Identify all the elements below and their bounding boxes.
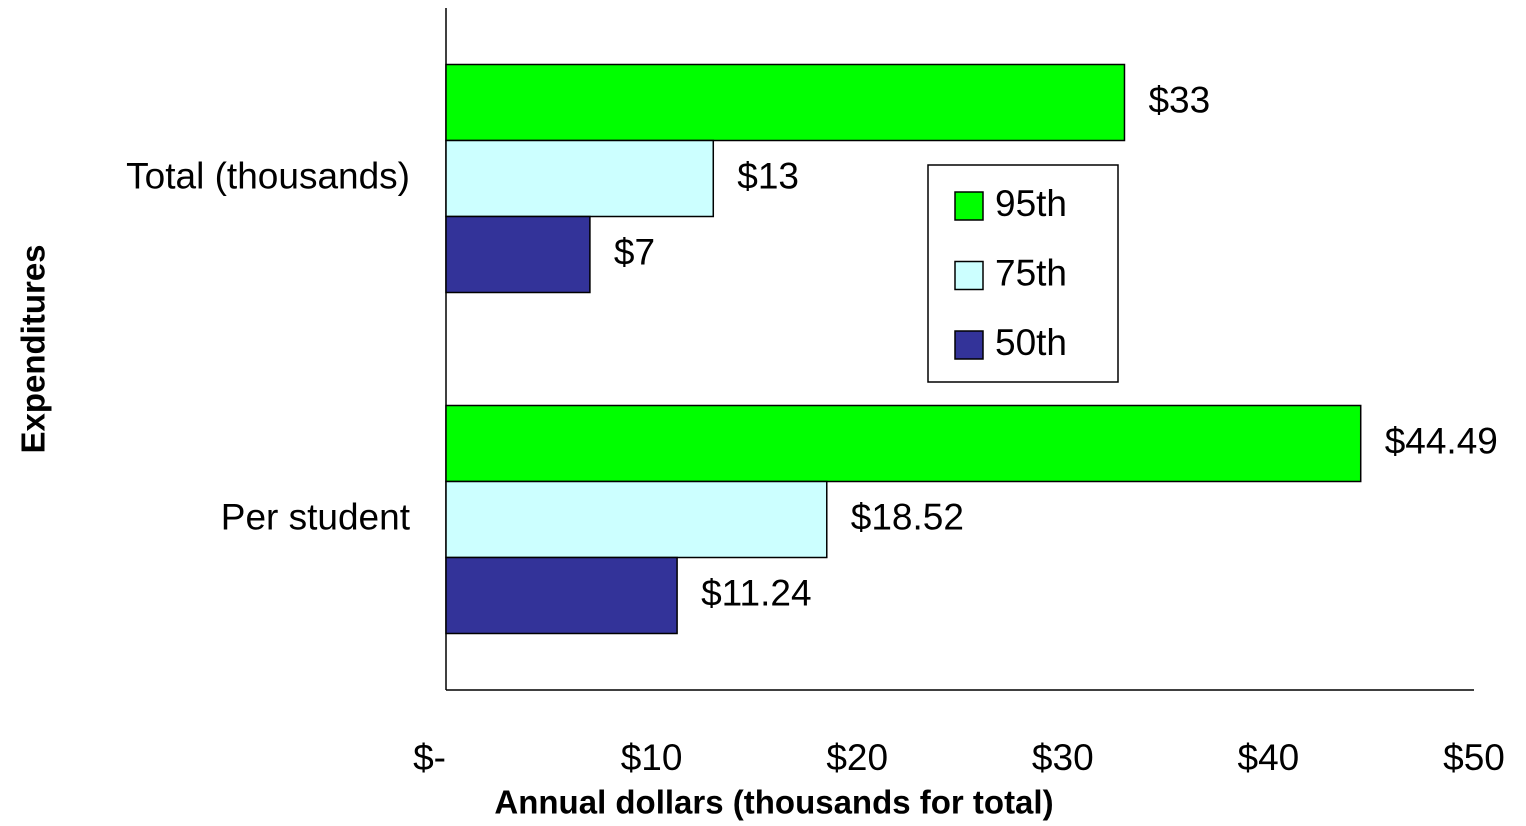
data-label: $11.24	[701, 572, 811, 613]
bar	[445, 404, 1362, 483]
legend-label: 95th	[995, 183, 1067, 224]
legend-label: 75th	[995, 252, 1067, 293]
x-axis-label: Annual dollars (thousands for total)	[494, 784, 1053, 821]
y-axis-label: Expenditures	[15, 244, 52, 453]
data-label: $18.52	[851, 496, 964, 537]
x-tick-label: $50	[1443, 737, 1505, 778]
data-label: $44.49	[1385, 420, 1498, 461]
bar	[445, 215, 591, 294]
y-tick-label: Total (thousands)	[126, 155, 410, 196]
legend-swatch	[954, 330, 984, 360]
data-label: $33	[1148, 79, 1210, 120]
bar	[445, 63, 1126, 142]
legend-swatch	[954, 191, 984, 221]
x-tick-label: $30	[1032, 737, 1094, 778]
y-tick-label: Per student	[221, 496, 411, 537]
x-tick-label: $10	[621, 737, 683, 778]
data-label: $7	[614, 231, 655, 272]
x-tick-label: $20	[826, 737, 888, 778]
legend-swatch	[954, 260, 984, 291]
bar	[445, 480, 828, 559]
bar	[445, 139, 715, 218]
x-tick-label: $40	[1238, 737, 1300, 778]
legend-label: 50th	[995, 322, 1067, 363]
x-tick-label: $-	[413, 737, 446, 778]
data-label: $13	[737, 155, 799, 196]
bar	[445, 556, 678, 635]
